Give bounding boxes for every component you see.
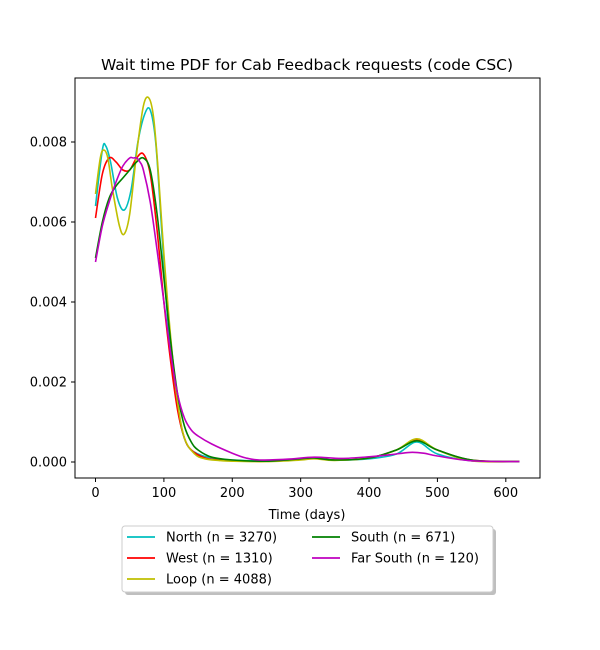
x-axis-label: Time (days)	[268, 508, 346, 523]
plot-frame	[74, 77, 541, 479]
series-line-3	[94, 156, 520, 463]
legend-label-4: Far South (n = 120)	[351, 552, 479, 567]
y-tick-label-4: 0.008	[30, 136, 67, 151]
x-tick-label-6: 600	[493, 486, 518, 501]
x-axis-ticks: 0 100 200 300 400 500 600	[91, 478, 518, 501]
series-line-4	[94, 156, 520, 463]
legend: North (n = 3270) West (n = 1310) Loop (n =…	[121, 525, 496, 595]
y-tick-label-2: 0.004	[30, 296, 67, 311]
series-line-0	[94, 107, 520, 463]
y-tick-label-3: 0.006	[30, 216, 67, 231]
legend-entries: North (n = 3270) West (n = 1310) Loop (n =…	[127, 531, 479, 588]
y-tick-label-1: 0.002	[30, 376, 67, 391]
series-layer	[94, 96, 520, 463]
y-tick-label-0: 0.000	[30, 456, 67, 471]
x-tick-label-3: 300	[288, 486, 313, 501]
x-tick-label-4: 400	[357, 486, 382, 501]
x-tick-label-1: 100	[151, 486, 176, 501]
x-tick-label-2: 200	[220, 486, 245, 501]
x-tick-label-5: 500	[425, 486, 450, 501]
legend-label-0: North (n = 3270)	[166, 531, 277, 546]
legend-box	[121, 525, 494, 593]
legend-label-3: South (n = 671)	[351, 531, 455, 546]
chart-title: Wait time PDF for Cab Feedback requests …	[101, 56, 513, 74]
legend-label-2: Loop (n = 4088)	[166, 573, 272, 588]
x-tick-label-0: 0	[91, 486, 99, 501]
y-axis-ticks: 0.000 0.002 0.004 0.006 0.008	[30, 136, 75, 471]
series-line-2	[94, 96, 520, 463]
legend-label-1: West (n = 1310)	[166, 552, 273, 567]
